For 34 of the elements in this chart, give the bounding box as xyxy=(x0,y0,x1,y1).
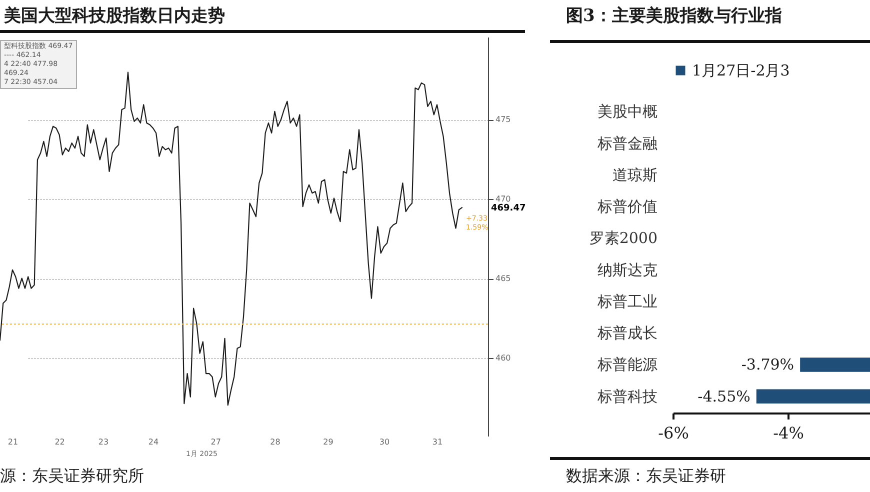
y-tick-label: 美股中概 xyxy=(598,102,658,121)
y-tick-label: 标普科技 xyxy=(596,387,658,406)
y-tick-label: 标普能源 xyxy=(596,356,658,374)
y-tick-label: 470 xyxy=(496,194,511,204)
text: 469.47 xyxy=(491,204,526,214)
x-tick-label: 23 xyxy=(98,438,109,446)
y-tick-label: 460 xyxy=(496,354,511,363)
x-tick-label: 24 xyxy=(148,438,159,446)
y-tick-label: 纳斯达克 xyxy=(598,260,658,279)
x-tick-label: 22 xyxy=(54,438,65,446)
y-tick-label: 标普成长 xyxy=(596,324,658,342)
x-tick-label: 27 xyxy=(210,438,221,446)
x-tick-label: 28 xyxy=(270,438,280,446)
y-tick-label: 475 xyxy=(496,115,511,124)
x-tick-label: 31 xyxy=(432,438,443,446)
chart-title: 美国大型科技股指数日内走势 xyxy=(4,5,225,27)
x-tick-label: -6% xyxy=(658,424,689,442)
x-tick-label: -4% xyxy=(773,424,804,442)
x-tick-label: 30 xyxy=(379,438,390,446)
y-tick-label: 465 xyxy=(496,274,511,284)
y-tick-label: 标普金融 xyxy=(596,134,658,152)
x-tick-label: 21 xyxy=(8,438,18,446)
y-tick-label: 罗素2000 xyxy=(589,229,658,248)
line-series xyxy=(0,72,463,406)
y-tick-label: 标普工业 xyxy=(596,292,658,310)
y-tick-label: 标普价值 xyxy=(596,198,658,216)
legend-label: 1月27日-2月3 xyxy=(692,62,790,80)
chart-title: 图3：主要美股指数与行业指 xyxy=(566,5,782,27)
x-tick-label: 29 xyxy=(323,438,334,446)
text: 源：东吴证券研究所 xyxy=(0,466,144,487)
y-tick-label: 道琼斯 xyxy=(612,166,658,184)
text: -3.79% xyxy=(741,356,794,374)
source-note: 数据来源：东吴证券研 xyxy=(566,466,726,487)
text: -4.55% xyxy=(698,387,750,406)
